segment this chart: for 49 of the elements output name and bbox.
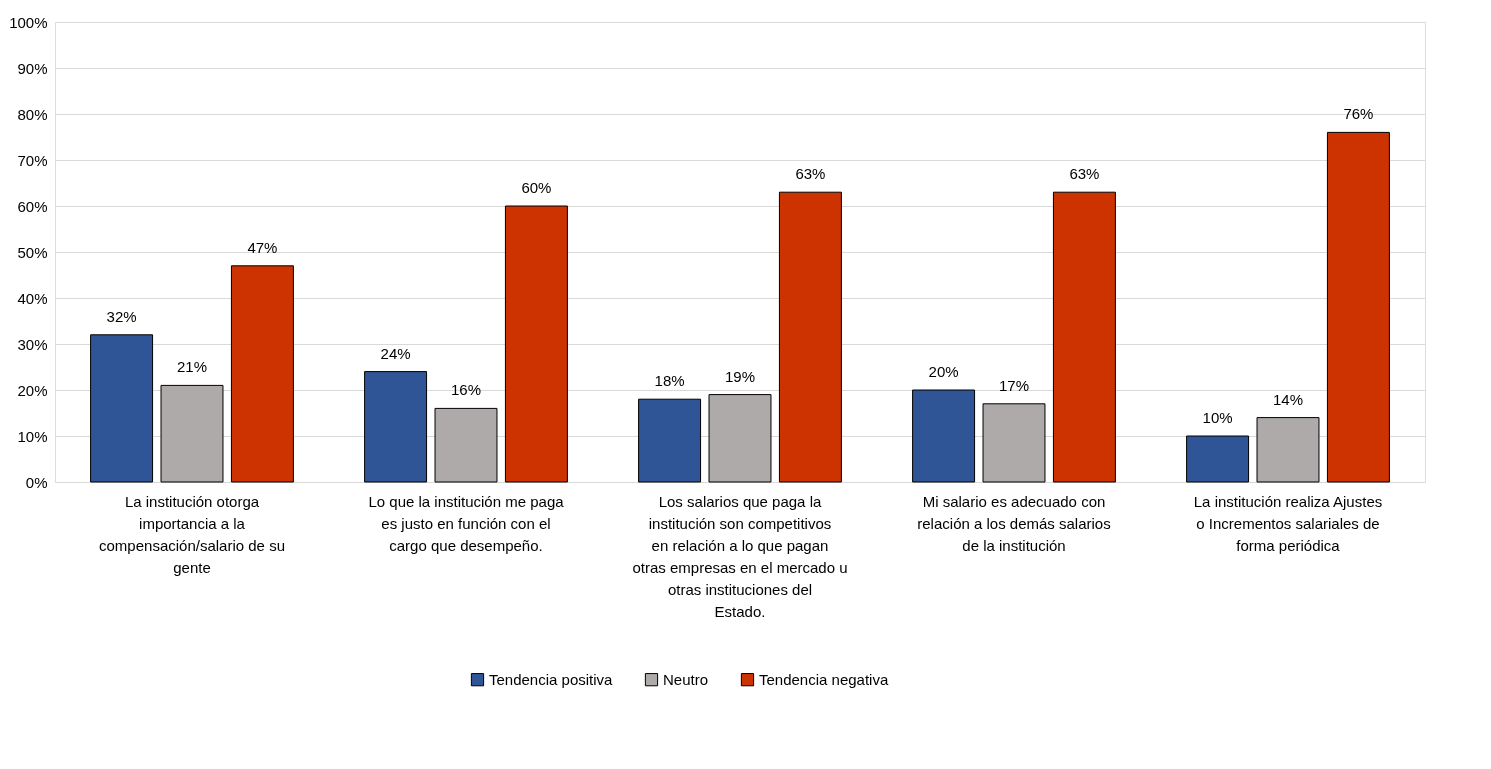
bar	[504, 205, 568, 483]
bar	[1186, 435, 1250, 483]
data-label: 10%	[1202, 409, 1233, 426]
x-tick-label: Lo que la institución me paga es justo en función con el cargo que desempeño.	[368, 492, 565, 554]
data-label: 17%	[998, 376, 1030, 394]
data-label: 14%	[1272, 390, 1304, 408]
data-label: 76%	[1343, 105, 1374, 123]
bar	[90, 334, 154, 483]
legend-label: Neutro	[663, 670, 709, 688]
bar	[982, 403, 1046, 483]
y-tick-label: 90%	[17, 59, 48, 77]
y-tick-label: 60%	[17, 197, 48, 215]
legend-label: Tendencia negativa	[759, 670, 889, 688]
bar	[638, 398, 702, 483]
data-label: 16%	[450, 381, 482, 399]
bar	[1326, 131, 1390, 483]
y-tick-label: 30%	[17, 335, 48, 353]
y-tick-label: 40%	[17, 289, 48, 307]
y-tick-label: 80%	[17, 105, 48, 123]
data-label: 24%	[380, 344, 411, 362]
bar	[708, 394, 772, 483]
y-tick-label: 20%	[17, 381, 48, 399]
data-label: 32%	[106, 307, 137, 325]
data-label: 20%	[928, 363, 959, 380]
x-tick-label: Mi salario es adecuado con relación a los demás salarios de la institución	[917, 492, 1111, 554]
bar	[1256, 417, 1320, 483]
data-label: 63%	[1069, 165, 1100, 183]
data-label: 60%	[521, 179, 552, 196]
bar	[230, 265, 294, 483]
bar	[912, 389, 976, 483]
y-tick-label: 0%	[25, 473, 48, 491]
bar	[434, 407, 498, 483]
bar	[1052, 191, 1116, 483]
y-tick-label: 10%	[17, 427, 48, 445]
data-label: 21%	[176, 358, 208, 376]
data-label: 63%	[795, 165, 826, 183]
y-tick-label: 100%	[9, 13, 48, 31]
data-label: 19%	[724, 367, 756, 385]
data-label: 18%	[654, 372, 685, 390]
x-tick-label: La institución otorga importancia a la compensación/salario de su gente	[99, 492, 285, 576]
data-label: 47%	[247, 238, 278, 256]
y-tick-label: 50%	[17, 243, 48, 261]
bar	[778, 191, 842, 483]
y-tick-label: 70%	[17, 151, 48, 169]
x-tick-label: La institución realiza Ajustes o Incrementos salariales de forma periódica	[1193, 492, 1383, 554]
legend-label: Tendencia positiva	[489, 670, 614, 688]
x-tick-label: Los salarios que paga la institución son competitivos en relación a lo que pagan otras empresas en el mercado u otras instituciones del Estado.	[632, 492, 848, 620]
bar	[364, 371, 428, 483]
bar	[160, 384, 224, 483]
